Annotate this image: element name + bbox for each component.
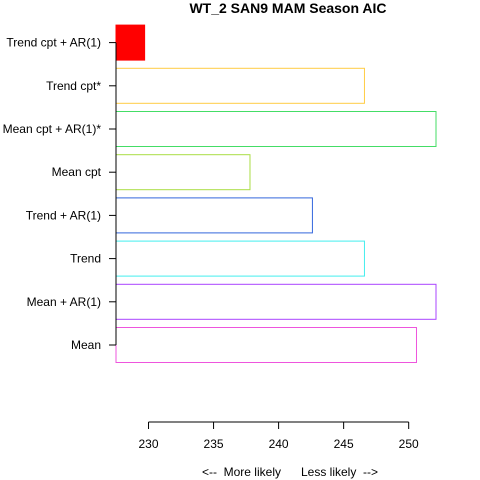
y-tick-label-7: Trend cpt + AR(1) [6,36,101,50]
bar-0 [115,327,417,363]
y-tick-label-5: Mean cpt + AR(1)* [3,122,102,136]
x-tick-label-0: 230 [139,437,159,451]
x-tick-label-2: 240 [269,437,289,451]
bars-group [115,24,437,363]
bar-7 [115,24,146,61]
bar-3 [115,197,313,234]
bar-4 [115,154,251,191]
bar-1 [115,283,437,320]
chart-title: WT_2 SAN9 MAM Season AIC [189,0,386,16]
bar-5 [115,111,437,147]
y-axis: Mean Mean + AR(1) Trend Trend + AR(1) Mean c… [3,36,117,352]
y-tick-label-0: Mean [71,338,101,352]
y-tick-label-1: Mean + AR(1) [27,295,101,309]
y-tick-label-3: Trend + AR(1) [26,208,101,222]
y-tick-label-4: Mean cpt [52,165,102,179]
bar-6 [115,67,365,104]
y-tick-label-2: Trend [70,252,101,266]
x-axis-label: <-- More likely Less likely --> [202,465,378,479]
x-axis: 230 235 240 245 250 [139,421,419,451]
x-tick-label-3: 245 [334,437,354,451]
x-tick-label-1: 235 [204,437,224,451]
bar-2 [115,240,365,277]
x-tick-label-4: 250 [399,437,419,451]
y-tick-label-6: Trend cpt* [46,79,101,93]
